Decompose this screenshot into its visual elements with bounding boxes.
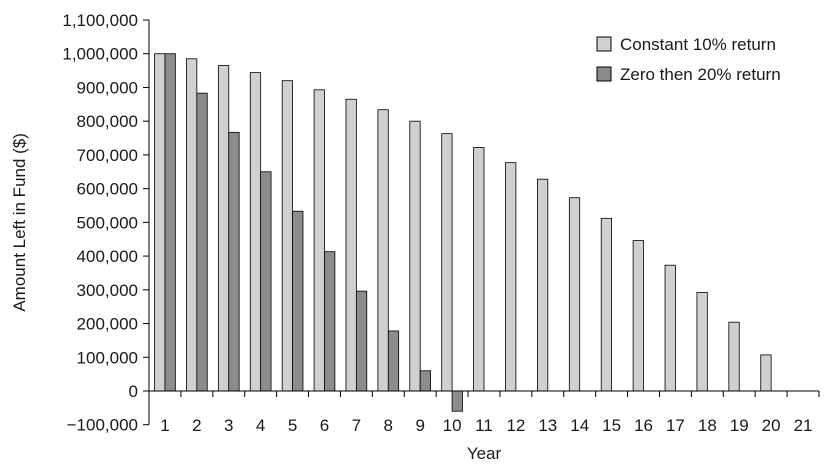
bar-constant-return-year-2 xyxy=(186,58,198,392)
x-axis-ticks: 1 2 3 4 5 6 7 8 9 10 11 12 13 14 15 16 17 18 19 20 21 xyxy=(148,391,820,435)
bar-zero-then-20-year-2 xyxy=(196,92,208,392)
x-tick-label: 14 xyxy=(570,416,589,435)
bar-constant-return-year-6 xyxy=(313,89,325,392)
bars xyxy=(154,53,772,412)
bar-constant-return-year-3 xyxy=(217,65,230,392)
bar-constant-return-year-16 xyxy=(632,240,644,392)
x-axis-title: Year xyxy=(467,444,502,463)
y-tick-label: 700,000 xyxy=(77,146,138,165)
y-tick-label: 200,000 xyxy=(77,315,138,334)
bar-constant-return-year-18 xyxy=(696,292,708,392)
bar-constant-return-year-13 xyxy=(537,178,549,392)
bar-constant-return-year-20 xyxy=(760,354,772,392)
bar-constant-return-year-14 xyxy=(568,197,581,392)
y-tick-label: −100,000 xyxy=(67,416,138,435)
y-tick-label: 1,100,000 xyxy=(62,11,138,30)
x-tick-label: 8 xyxy=(384,416,393,435)
x-tick-label: 20 xyxy=(762,416,781,435)
x-tick-label: 18 xyxy=(698,416,717,435)
legend-swatch-zero-then-20 xyxy=(596,66,612,82)
x-tick-label: 16 xyxy=(634,416,653,435)
bar-zero-then-20-year-3 xyxy=(228,131,240,392)
y-tick-label: 800,000 xyxy=(77,112,138,131)
bar-constant-return-year-15 xyxy=(600,217,613,392)
x-tick-label: 10 xyxy=(443,416,462,435)
x-tick-label: 7 xyxy=(352,416,361,435)
y-tick-label: 400,000 xyxy=(77,247,138,266)
x-tick-label: 6 xyxy=(320,416,329,435)
bar-constant-return-year-5 xyxy=(281,80,293,392)
bar-zero-then-20-year-6 xyxy=(324,251,336,392)
bar-constant-return-year-19 xyxy=(728,321,740,392)
bar-zero-then-20-year-10 xyxy=(451,390,463,412)
bar-constant-return-year-7 xyxy=(345,98,357,392)
legend-label-zero-then-20: Zero then 20% return xyxy=(620,65,781,84)
x-tick-label: 17 xyxy=(666,416,685,435)
y-axis-ticks: −100,000 0 100,000 200,000 300,000 400,000 500… xyxy=(62,11,149,435)
bar-constant-return-year-8 xyxy=(377,109,389,392)
bar-constant-return-year-10 xyxy=(441,133,453,392)
x-tick-label: 9 xyxy=(415,416,424,435)
bar-zero-then-20-year-7 xyxy=(355,290,368,392)
bar-zero-then-20-year-5 xyxy=(292,210,304,392)
x-tick-label: 13 xyxy=(538,416,557,435)
bar-zero-then-20-year-8 xyxy=(387,330,400,392)
x-tick-label: 1 xyxy=(160,416,169,435)
x-tick-label: 21 xyxy=(794,416,813,435)
y-tick-label: 900,000 xyxy=(77,78,138,97)
x-tick-label: 5 xyxy=(288,416,297,435)
bar-constant-return-year-1 xyxy=(154,53,166,392)
x-tick-label: 19 xyxy=(730,416,749,435)
x-tick-label: 12 xyxy=(506,416,525,435)
x-tick-label: 2 xyxy=(192,416,201,435)
x-tick-label: 3 xyxy=(224,416,233,435)
legend-swatch-constant-return xyxy=(596,36,612,52)
y-tick-label: 300,000 xyxy=(77,281,138,300)
bar-constant-return-year-9 xyxy=(409,120,421,392)
bar-constant-return-year-17 xyxy=(664,264,676,392)
x-tick-label: 15 xyxy=(602,416,621,435)
legend-label-constant-return: Constant 10% return xyxy=(620,35,776,54)
bar-constant-return-year-11 xyxy=(473,147,485,392)
y-axis-title: Amount Left in Fund ($) xyxy=(10,133,29,312)
y-tick-label: 1,000,000 xyxy=(62,45,138,64)
x-tick-label: 11 xyxy=(475,416,493,435)
y-tick-label: 500,000 xyxy=(77,213,138,232)
x-tick-label: 4 xyxy=(256,416,265,435)
legend: Constant 10% return Zero then 20% return xyxy=(596,35,781,84)
y-tick-label: 0 xyxy=(129,382,138,401)
y-tick-label: 100,000 xyxy=(77,348,138,367)
bar-zero-then-20-year-4 xyxy=(260,171,272,392)
y-tick-label: 600,000 xyxy=(77,180,138,199)
bar-constant-return-year-4 xyxy=(249,72,262,392)
bar-zero-then-20-year-1 xyxy=(164,53,176,392)
bar-zero-then-20-year-9 xyxy=(419,370,431,392)
bar-constant-return-year-12 xyxy=(505,162,517,392)
